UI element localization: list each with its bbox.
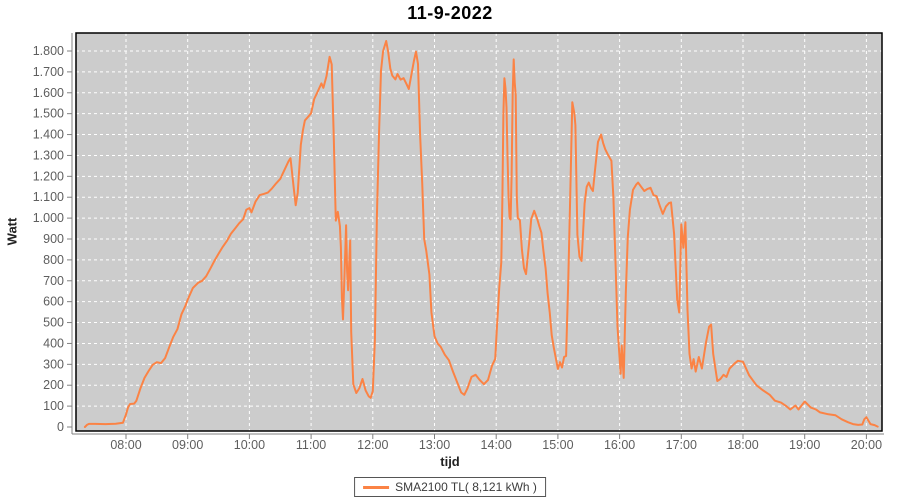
y-tick-label: 500: [43, 316, 64, 330]
x-tick-label: 08:00: [110, 438, 141, 452]
y-tick-label: 900: [43, 232, 64, 246]
x-tick-label: 20:00: [851, 438, 882, 452]
y-tick-label: 700: [43, 274, 64, 288]
x-tick-label: 17:00: [666, 438, 697, 452]
y-tick-label: 1.500: [33, 107, 64, 121]
y-tick-label: 1.200: [33, 169, 64, 183]
legend-line-swatch: [363, 485, 390, 489]
x-tick-label: 19:00: [789, 438, 820, 452]
x-tick-label: 10:00: [234, 438, 265, 452]
x-tick-label: 09:00: [172, 438, 203, 452]
x-tick-label: 18:00: [727, 438, 758, 452]
legend: SMA2100 TL( 8,121 kWh ): [354, 477, 546, 497]
plot-border: [75, 32, 883, 432]
y-tick-label: 1.400: [33, 128, 64, 142]
x-axis-label: tijd: [440, 454, 460, 469]
chart-title: 11-9-2022: [407, 3, 493, 23]
y-tick-label: 1.000: [33, 211, 64, 225]
y-tick-label: 1.100: [33, 190, 64, 204]
y-tick-label: 1.800: [33, 44, 64, 58]
y-tick-label: 300: [43, 357, 64, 371]
y-tick-label: 1.600: [33, 86, 64, 100]
y-axis-label: Watt: [4, 217, 20, 246]
y-tick-label: 600: [43, 295, 64, 309]
x-tick-label: 13:00: [419, 438, 450, 452]
y-tick-label: 1.700: [33, 65, 64, 79]
x-tick-label: 11:00: [296, 438, 326, 452]
x-tick-label: 14:00: [481, 438, 512, 452]
series-line: [83, 40, 879, 428]
legend-label: SMA2100 TL( 8,121 kWh ): [395, 480, 537, 494]
y-tick-label: 0: [57, 420, 64, 434]
y-tick-label: 800: [43, 253, 64, 267]
y-tick-label: 400: [43, 336, 64, 350]
x-tick-label: 16:00: [604, 438, 635, 452]
x-tick-label: 12:00: [357, 438, 388, 452]
y-tick-label: 1.300: [33, 148, 64, 162]
x-tick-label: 15:00: [542, 438, 573, 452]
y-tick-label: 100: [43, 399, 64, 413]
y-tick-label: 200: [43, 378, 64, 392]
